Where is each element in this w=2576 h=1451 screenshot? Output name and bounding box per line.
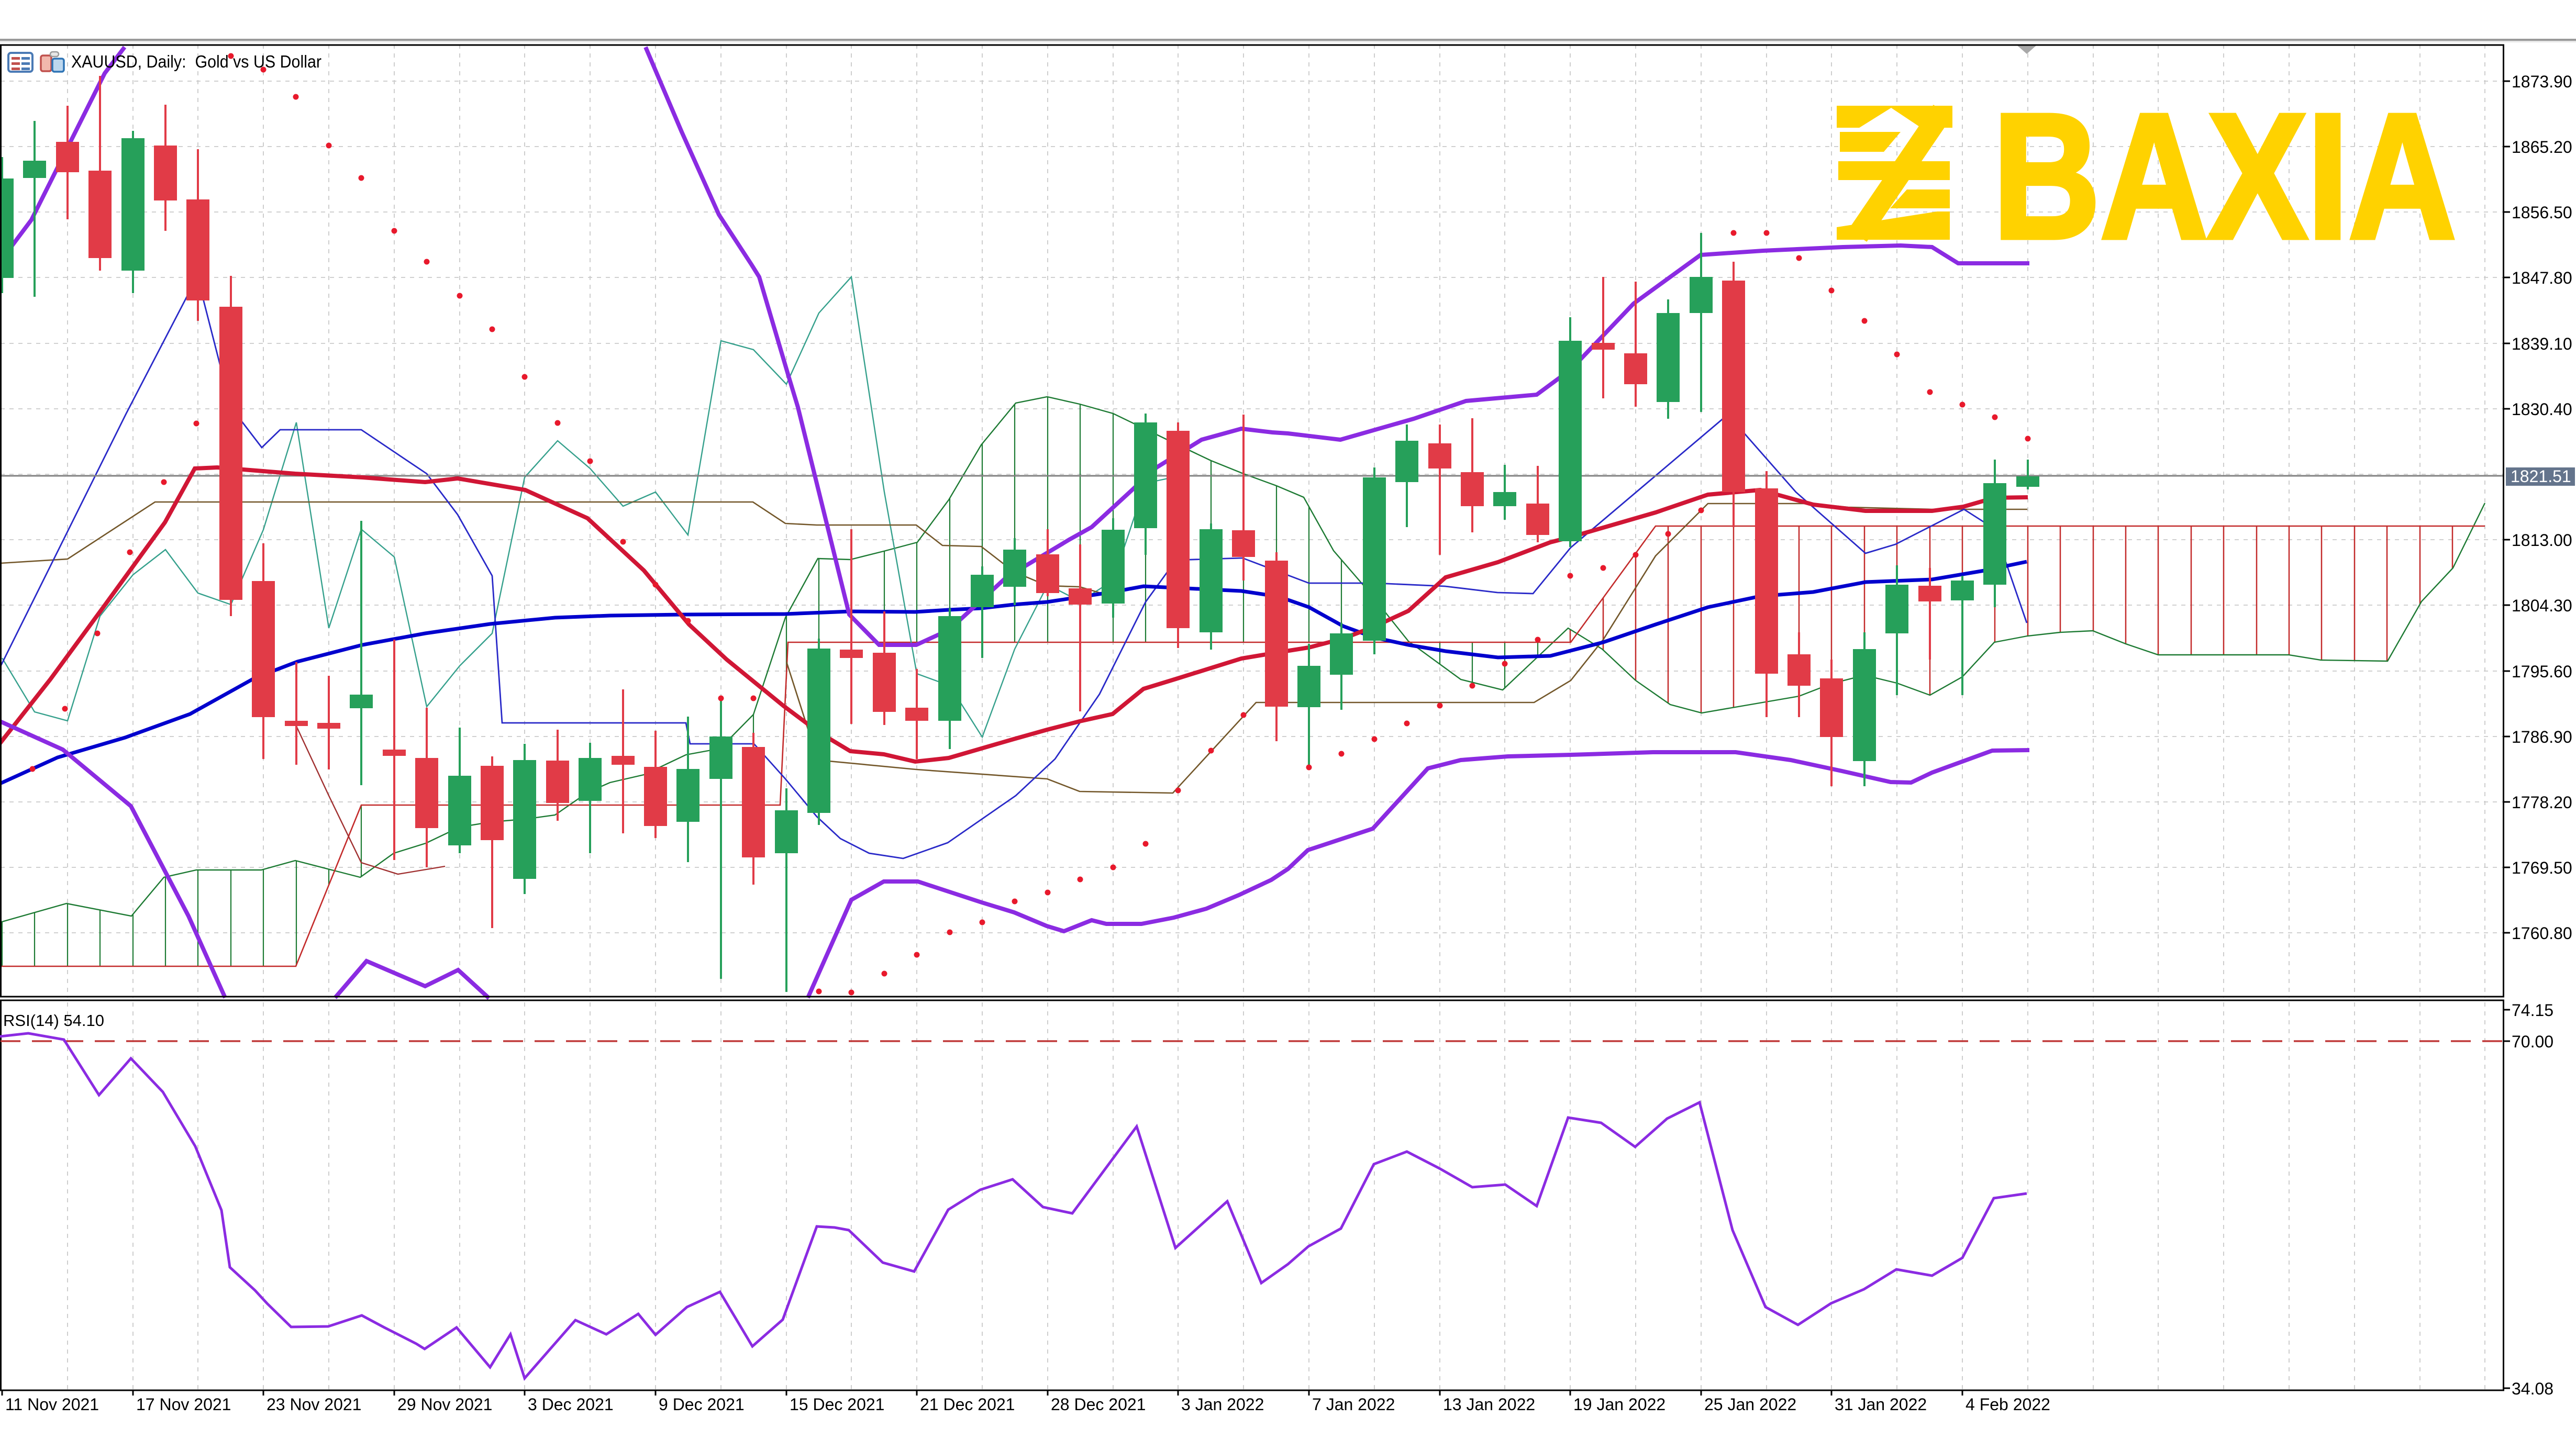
- svg-text:11 Nov 2021: 11 Nov 2021: [5, 1395, 99, 1414]
- svg-text:3 Jan 2022: 3 Jan 2022: [1181, 1395, 1264, 1414]
- svg-text:4 Feb 2022: 4 Feb 2022: [1966, 1395, 2050, 1414]
- svg-text:19 Jan 2022: 19 Jan 2022: [1573, 1395, 1665, 1414]
- svg-text:1813.00: 1813.00: [2512, 531, 2572, 550]
- svg-text:29 Nov 2021: 29 Nov 2021: [397, 1395, 492, 1414]
- svg-text:13 Jan 2022: 13 Jan 2022: [1443, 1395, 1535, 1414]
- svg-text:3 Dec 2021: 3 Dec 2021: [528, 1395, 614, 1414]
- svg-text:70.00: 70.00: [2512, 1032, 2553, 1051]
- svg-text:21 Dec 2021: 21 Dec 2021: [920, 1395, 1015, 1414]
- svg-text:1865.20: 1865.20: [2512, 138, 2572, 157]
- svg-text:9 Dec 2021: 9 Dec 2021: [659, 1395, 745, 1414]
- svg-text:25 Jan 2022: 25 Jan 2022: [1704, 1395, 1796, 1414]
- svg-text:RSI(14) 54.10: RSI(14) 54.10: [3, 1011, 104, 1030]
- svg-text:1769.50: 1769.50: [2512, 858, 2572, 877]
- svg-text:1795.60: 1795.60: [2512, 662, 2572, 681]
- svg-text:28 Dec 2021: 28 Dec 2021: [1051, 1395, 1146, 1414]
- svg-text:1847.80: 1847.80: [2512, 269, 2572, 287]
- svg-text:1778.20: 1778.20: [2512, 793, 2572, 812]
- svg-text:31 Jan 2022: 31 Jan 2022: [1835, 1395, 1927, 1414]
- svg-text:34.08: 34.08: [2512, 1379, 2553, 1398]
- svg-text:1804.30: 1804.30: [2512, 596, 2572, 615]
- svg-text:23 Nov 2021: 23 Nov 2021: [267, 1395, 361, 1414]
- svg-text:1760.80: 1760.80: [2512, 924, 2572, 943]
- svg-text:1856.50: 1856.50: [2512, 203, 2572, 222]
- svg-text:XAUUSD, Daily: Gold vs US Dol: XAUUSD, Daily: Gold vs US Dollar: [71, 52, 321, 71]
- svg-text:1830.40: 1830.40: [2512, 400, 2572, 419]
- svg-text:BAXIA: BAXIA: [1993, 77, 2456, 276]
- svg-text:15 Dec 2021: 15 Dec 2021: [790, 1395, 884, 1414]
- svg-text:17 Nov 2021: 17 Nov 2021: [136, 1395, 231, 1414]
- svg-text:1821.51: 1821.51: [2511, 467, 2571, 486]
- svg-text:1786.90: 1786.90: [2512, 728, 2572, 746]
- svg-text:1873.90: 1873.90: [2512, 72, 2572, 91]
- svg-text:7 Jan 2022: 7 Jan 2022: [1312, 1395, 1395, 1414]
- svg-text:1839.10: 1839.10: [2512, 334, 2572, 353]
- svg-text:74.15: 74.15: [2512, 1001, 2553, 1020]
